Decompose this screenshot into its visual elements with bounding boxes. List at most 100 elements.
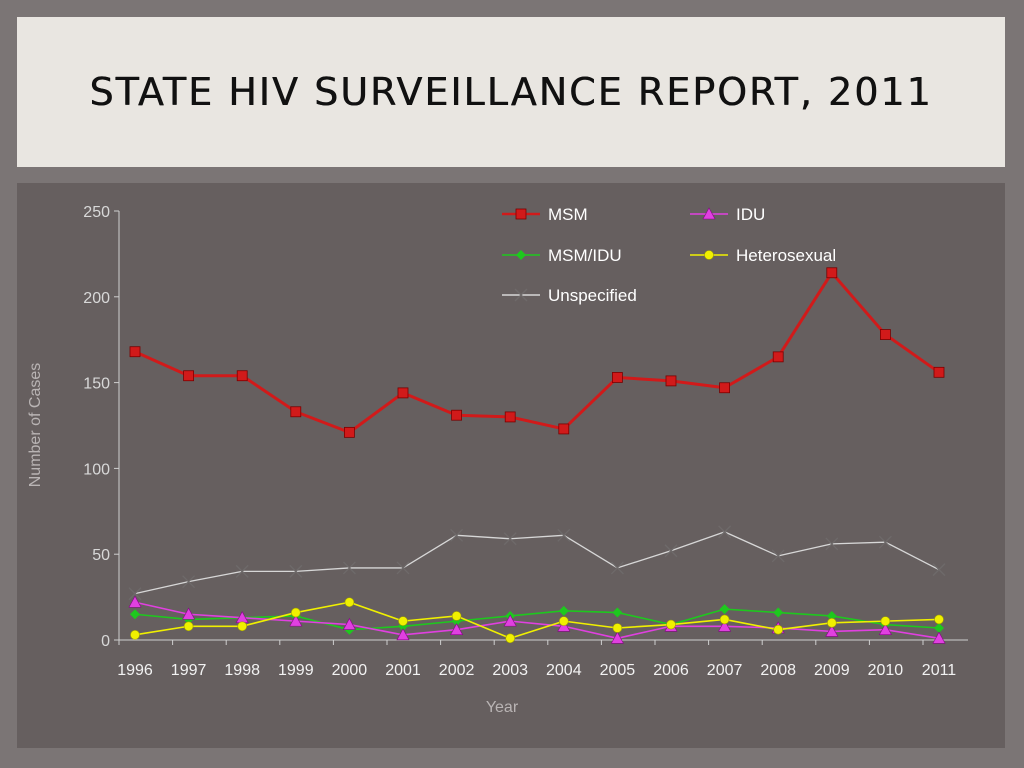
point-msm <box>504 411 516 423</box>
point-unspecified <box>825 537 839 551</box>
point-msm <box>772 351 784 363</box>
legend-swatch-marker <box>704 250 714 260</box>
legend-label: MSM/IDU <box>548 246 622 265</box>
point-unspecified <box>182 575 196 589</box>
line-idu <box>134 601 940 640</box>
point-unspecified <box>235 564 249 578</box>
y-tick-label: 150 <box>83 376 110 393</box>
point-heterosexual <box>773 624 784 635</box>
y-tick-label: 50 <box>92 547 110 564</box>
point-unspecified <box>128 587 142 601</box>
x-tick-label: 1999 <box>278 662 314 679</box>
point-heterosexual <box>505 633 516 644</box>
y-tick-label: 250 <box>83 204 110 221</box>
point-heterosexual <box>880 616 891 626</box>
x-tick-label: 2008 <box>760 662 796 679</box>
axes: 0 50 100 150 200 250 1996 1997 1998 1999 2000 2001 2… <box>83 204 968 679</box>
point-msm <box>558 423 570 435</box>
point-msm <box>343 426 355 438</box>
point-idu <box>718 619 732 632</box>
point-heterosexual <box>398 616 408 626</box>
point-heterosexual <box>612 623 623 633</box>
x-tick-label: 2001 <box>385 662 421 679</box>
point-msm <box>719 382 730 394</box>
chart-panel: 0 50 100 150 200 250 1996 1997 1998 1999 2000 2001 2… <box>17 183 1005 748</box>
point-heterosexual <box>344 597 355 608</box>
x-tick-label: 1997 <box>171 662 207 679</box>
line-heterosexual <box>134 601 940 640</box>
point-unspecified <box>610 561 624 575</box>
line-msm <box>134 271 940 434</box>
point-unspecified <box>289 564 303 578</box>
point-msm <box>397 387 409 399</box>
point-heterosexual <box>666 619 676 630</box>
legend-item-idu: IDU <box>690 205 765 224</box>
point-heterosexual <box>290 607 301 618</box>
x-tick-label: 2009 <box>814 662 850 679</box>
point-unspecified <box>342 561 356 575</box>
series-unspecified <box>128 525 946 601</box>
point-heterosexual <box>558 616 569 626</box>
point-msm <box>129 346 141 358</box>
y-axis-label: Number of Cases <box>27 363 44 488</box>
legend-label: IDU <box>736 205 765 224</box>
point-msm <box>826 267 838 279</box>
slide-title: STATE HIV SURVEILLANCE REPORT, 2011 <box>89 70 933 114</box>
legend-item-msm: MSM <box>502 205 588 224</box>
legend-swatch-marker <box>514 288 528 302</box>
point-msm <box>290 406 302 418</box>
point-heterosexual <box>183 621 194 632</box>
x-tick-label: 2003 <box>492 662 528 679</box>
legend-label: MSM <box>548 205 588 224</box>
point-heterosexual <box>237 621 247 632</box>
point-msm <box>612 372 623 383</box>
y-tick-label: 0 <box>101 633 110 650</box>
point-idu <box>182 607 196 620</box>
x-tick-label: 2007 <box>707 662 743 679</box>
point-msm-idu <box>398 621 408 632</box>
point-idu <box>503 614 517 627</box>
legend: MSM IDU MSM/IDU Heterosexual Unspecified <box>502 205 836 305</box>
point-msm-idu <box>934 622 944 633</box>
line-unspecified <box>134 531 940 595</box>
point-idu <box>342 617 356 630</box>
legend-swatch-marker <box>516 250 526 260</box>
x-tick-label: 2010 <box>868 662 904 679</box>
point-idu <box>289 614 303 627</box>
y-tick-label: 100 <box>83 461 110 478</box>
point-msm-idu <box>826 610 837 621</box>
point-idu <box>932 631 946 644</box>
point-unspecified <box>932 563 946 577</box>
point-msm-idu <box>558 605 569 616</box>
point-idu <box>128 595 142 608</box>
legend-item-msm-idu: MSM/IDU <box>502 246 622 265</box>
x-tick-label: 2006 <box>653 662 689 679</box>
point-idu <box>878 623 892 636</box>
point-heterosexual <box>719 614 730 625</box>
legend-swatch-marker <box>702 207 716 220</box>
point-msm-idu <box>130 609 140 620</box>
point-idu <box>450 623 464 636</box>
series-idu <box>128 595 946 644</box>
line-msm-idu <box>134 608 940 631</box>
point-msm-idu <box>612 607 623 618</box>
point-heterosexual <box>826 618 837 628</box>
point-msm <box>451 409 463 421</box>
series-heterosexual <box>130 597 944 644</box>
x-tick-label: 2004 <box>546 662 582 679</box>
legend-item-heterosexual: Heterosexual <box>690 246 836 265</box>
point-msm-idu <box>773 607 784 618</box>
point-unspecified <box>450 528 464 542</box>
point-msm <box>880 329 891 340</box>
point-unspecified <box>557 528 571 542</box>
point-msm <box>236 370 248 382</box>
legend-item-unspecified: Unspecified <box>502 286 637 305</box>
point-idu <box>825 624 839 637</box>
x-tick-label: 1996 <box>117 662 153 679</box>
line-chart: 0 50 100 150 200 250 1996 1997 1998 1999 2000 2001 2… <box>27 204 968 716</box>
point-unspecified <box>664 544 678 558</box>
point-unspecified <box>718 525 732 539</box>
x-axis-label: Year <box>486 699 519 716</box>
point-unspecified <box>878 535 892 549</box>
point-idu <box>396 628 410 641</box>
